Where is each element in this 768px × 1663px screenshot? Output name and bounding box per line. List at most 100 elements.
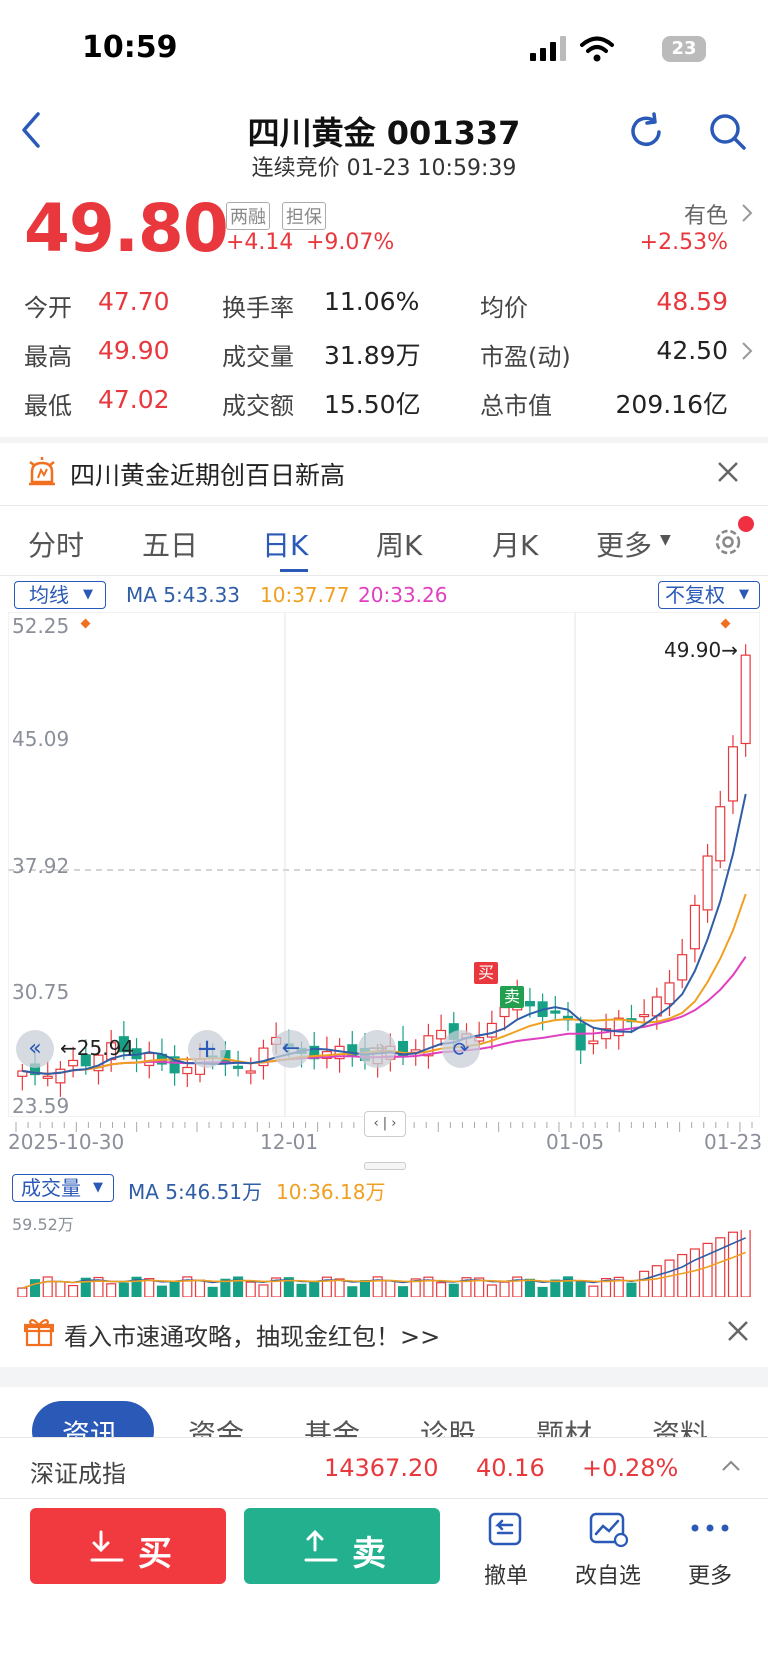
stat-avg: 48.59 xyxy=(656,287,728,316)
wifi-icon xyxy=(580,36,614,62)
candle-body xyxy=(499,1006,510,1018)
sector-name[interactable]: 有色 xyxy=(683,204,728,229)
buy-button[interactable]: 买 xyxy=(30,1508,226,1584)
stat-amount: 15.50亿 xyxy=(324,390,421,419)
tab-funds[interactable]: 基金 xyxy=(304,1418,361,1437)
adjust-selector[interactable]: 不复权 ▼ xyxy=(658,581,760,609)
candle-body xyxy=(309,1045,320,1060)
volume-selector[interactable]: 成交量 ▼ xyxy=(12,1174,114,1202)
candle-body xyxy=(601,1028,612,1040)
tab-news-active-bg[interactable] xyxy=(32,1401,154,1437)
candle-body xyxy=(118,1036,129,1053)
volume-bar xyxy=(68,1284,79,1298)
y-tick: 45.09 xyxy=(12,727,70,751)
x-tick: 01-23 xyxy=(704,1130,763,1154)
chevron-up-icon[interactable] xyxy=(720,1458,742,1474)
refresh-icon[interactable] xyxy=(626,112,666,152)
tab-diagnosis[interactable]: 诊股 xyxy=(420,1418,477,1437)
cancel-order-button[interactable]: 撤单 xyxy=(456,1508,556,1589)
active-tab-indicator xyxy=(280,569,308,572)
tab-daily-k[interactable]: 日K xyxy=(262,529,309,562)
volume-bar xyxy=(486,1284,497,1298)
index-bar[interactable]: 深证成指 14367.20 40.16 +0.28% xyxy=(0,1437,768,1499)
edit-watchlist-button[interactable]: 改自选 xyxy=(558,1508,658,1589)
volume-chart[interactable] xyxy=(8,1226,760,1298)
candle-body xyxy=(524,1000,535,1007)
tab-weekly-k[interactable]: 周K xyxy=(376,529,423,562)
candle-body xyxy=(423,1035,434,1057)
info-tabs: 资讯 资金 基金 诊股 题材 资料 xyxy=(0,1387,768,1437)
chart-drag-handle[interactable]: ‹ | › xyxy=(364,1111,406,1137)
volume-bar xyxy=(537,1286,548,1298)
tab-news[interactable]: 资讯 xyxy=(62,1418,119,1437)
chevron-right-icon[interactable] xyxy=(740,340,754,362)
search-icon[interactable] xyxy=(708,112,748,152)
volume-bar xyxy=(106,1283,117,1298)
tab-monthly-k[interactable]: 月K xyxy=(492,529,539,562)
volume-bar xyxy=(359,1280,371,1298)
stat-high: 49.90 xyxy=(98,336,170,365)
tab-profile[interactable]: 资料 xyxy=(652,1418,709,1437)
banner-text: 看入市速通攻略，抽现金红包！>> xyxy=(64,1323,441,1351)
chevron-down-icon: ▼ xyxy=(83,587,93,602)
stat-label: 成交额 xyxy=(222,392,294,420)
candle-body xyxy=(702,855,713,911)
tab-funds-flow[interactable]: 资金 xyxy=(188,1418,245,1437)
volume-bar xyxy=(715,1237,726,1298)
volume-bar xyxy=(169,1280,180,1298)
notice-text[interactable]: 四川黄金近期创百日新高 xyxy=(70,461,346,490)
back-icon[interactable] xyxy=(20,110,44,150)
promo-banner[interactable]: 看入市速通攻略，抽现金红包！>> xyxy=(0,1297,768,1367)
close-icon[interactable] xyxy=(716,460,740,484)
x-tick: 2025-10-30 xyxy=(8,1130,125,1154)
rotate-icon[interactable]: ⟳ xyxy=(442,1030,480,1068)
candle-body xyxy=(55,1068,66,1084)
sell-marker[interactable]: 卖 xyxy=(500,986,524,1008)
candle-body xyxy=(436,1029,447,1040)
buy-marker[interactable]: 买 xyxy=(474,962,498,984)
gear-icon[interactable] xyxy=(712,524,746,558)
arrow-left-icon[interactable]: ← xyxy=(272,1030,310,1068)
volume-bar xyxy=(588,1285,599,1298)
tab-intraday[interactable]: 分时 xyxy=(28,529,85,562)
buy-label: 买 xyxy=(138,1534,172,1574)
tab-theme[interactable]: 题材 xyxy=(536,1418,593,1437)
tag-collateral: 担保 xyxy=(282,202,326,230)
tab-5day[interactable]: 五日 xyxy=(142,529,199,562)
stat-label: 最高 xyxy=(24,343,72,371)
sell-button[interactable]: 卖 xyxy=(244,1508,440,1584)
sell-label: 卖 xyxy=(352,1534,386,1574)
zoom-in-icon[interactable]: + xyxy=(188,1030,226,1068)
signal-icon xyxy=(530,36,566,61)
stat-label: 成交量 xyxy=(222,343,294,371)
adjust-label: 不复权 xyxy=(665,583,725,607)
status-time: 10:59 xyxy=(82,30,178,65)
divider xyxy=(0,437,768,443)
divider xyxy=(0,1367,768,1387)
candle-body xyxy=(144,1052,155,1067)
tag-margin: 两融 xyxy=(226,202,270,230)
pane-resize-handle[interactable] xyxy=(364,1162,406,1170)
chevron-down-icon[interactable]: ▼ xyxy=(660,532,671,548)
chevron-right-icon[interactable] xyxy=(740,202,754,224)
stat-pe[interactable]: 42.50 xyxy=(656,336,728,365)
close-icon[interactable] xyxy=(726,1319,750,1343)
watchlist-label: 改自选 xyxy=(574,1564,641,1589)
index-value: 14367.20 xyxy=(324,1454,439,1482)
divider xyxy=(0,505,768,506)
rewind-icon[interactable]: « xyxy=(16,1030,54,1068)
volume-bar xyxy=(347,1286,358,1298)
ma-selector[interactable]: 均线 ▼ xyxy=(14,581,106,609)
vol-max: 59.52万 xyxy=(12,1215,74,1234)
more-button[interactable]: 更多 xyxy=(660,1508,760,1589)
tab-more[interactable]: 更多 xyxy=(596,529,653,562)
volume-bar xyxy=(296,1283,307,1298)
kline-chart[interactable]: 52.25 45.09 37.92 30.75 23.59 49.90→ ←25… xyxy=(7,611,761,1118)
notification-dot xyxy=(738,516,754,532)
stat-label: 最低 xyxy=(24,392,72,420)
volume-bar xyxy=(677,1253,688,1298)
download-arrow-icon xyxy=(90,1530,124,1562)
arrow-right-icon[interactable]: → xyxy=(358,1030,396,1068)
candle-body xyxy=(68,1059,79,1067)
chevron-down-icon: ▼ xyxy=(93,1180,103,1195)
